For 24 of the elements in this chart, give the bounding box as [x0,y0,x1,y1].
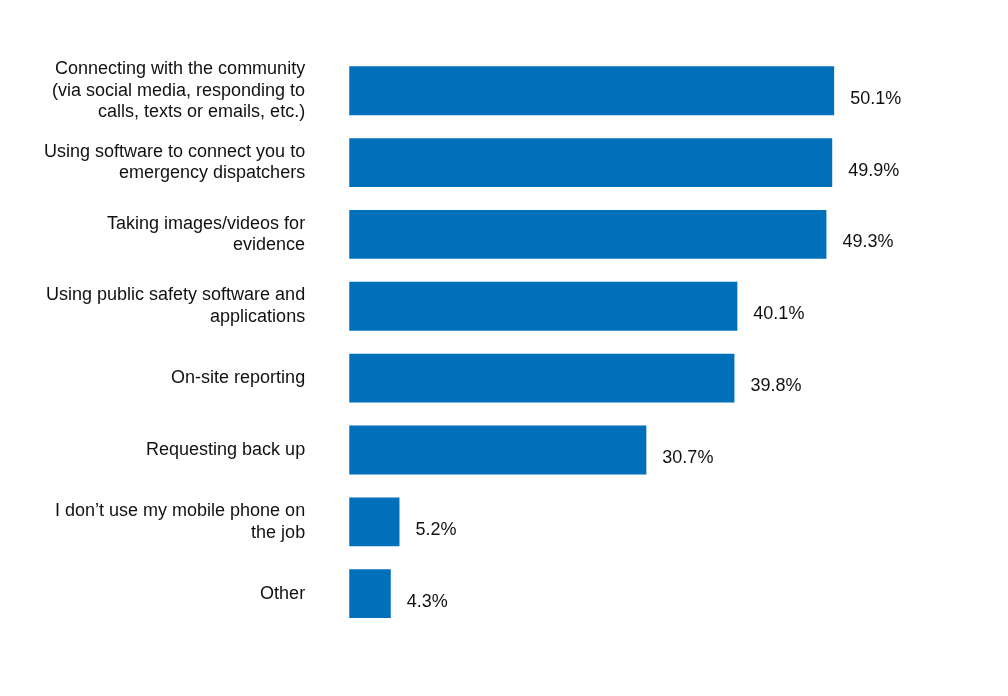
bar [349,66,835,116]
y-tick-label: Taking images/videos for evidence [107,212,306,255]
data-label: 49.3% [842,231,894,252]
bar [349,138,833,187]
bar [349,569,391,619]
bar [349,210,827,259]
y-tick-label: I don’t use my mobile phone on the job [54,499,306,542]
y-tick-label: Using software to connect you to emergency dispatchers [44,140,306,183]
data-label: 49.9% [848,159,900,180]
y-tick-label: Other [260,582,306,603]
y-tick-label: Using public safety software and applications [46,284,306,327]
bar [349,425,647,475]
y-tick-label: Requesting back up [146,438,306,459]
bar [349,497,400,547]
y-tick-label: Connecting with the community (via social media, responding to calls, texts or emails, etc.) [52,58,306,122]
data-label: 5.2% [415,518,457,539]
data-label: 50.1% [850,87,902,108]
data-label: 30.7% [662,446,714,467]
y-tick-label: On-site reporting [171,367,306,388]
data-label: 40.1% [753,303,805,324]
bar [349,281,738,331]
bar [349,353,735,403]
data-label: 4.3% [406,590,448,611]
data-label: 39.8% [750,375,802,396]
